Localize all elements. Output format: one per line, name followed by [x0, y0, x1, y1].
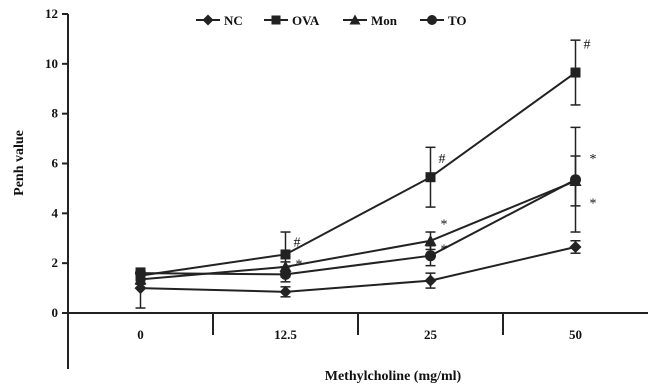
x-tick-label: 50	[569, 327, 582, 342]
legend-marker	[271, 15, 281, 25]
y-tick-label: 12	[45, 6, 58, 21]
data-point	[280, 268, 291, 280]
series-ova: # # #	[135, 38, 591, 282]
data-point	[135, 267, 146, 279]
significance-annotation: *	[590, 152, 597, 167]
data-point	[134, 273, 147, 285]
y-tick-label: 2	[52, 255, 59, 270]
legend-marker	[202, 14, 214, 26]
x-axis-title: Methylcholine (mg/ml)	[325, 369, 462, 384]
legend-label: OVA	[292, 13, 320, 28]
y-tick-label: 6	[52, 156, 59, 171]
y-axis-title: Penh value	[12, 130, 27, 196]
series-line	[140, 71, 577, 277]
series-to: * * *	[135, 126, 597, 283]
series-line	[140, 245, 576, 293]
data-point	[279, 285, 292, 298]
data-point	[424, 234, 437, 246]
significance-annotation: #	[294, 235, 301, 250]
x-tick-label: 12.5	[274, 327, 297, 342]
x-tick-label: 0	[137, 327, 144, 342]
x-tick-label: 25	[424, 327, 438, 342]
data-point	[425, 172, 436, 183]
significance-annotation: *	[590, 197, 597, 212]
data-point	[425, 250, 436, 262]
data-point	[424, 274, 437, 287]
significance-annotation: *	[441, 243, 448, 258]
x-axis-ticks: 0 12.5 25 50	[137, 313, 582, 342]
y-tick-label: 10	[45, 56, 58, 71]
significance-annotation: #	[439, 152, 446, 167]
y-tick-label: 4	[52, 205, 59, 220]
data-point	[570, 174, 581, 186]
significance-annotation: *	[441, 218, 448, 233]
legend-marker	[349, 14, 361, 25]
significance-annotation: *	[296, 257, 303, 272]
y-axis-ticks: 0 2 4 6 8 10 12	[45, 6, 68, 320]
data-point	[570, 67, 581, 78]
series-layer: # # # * * * * *	[134, 38, 597, 309]
legend-marker	[427, 15, 437, 25]
legend: NC OVA Mon TO	[196, 13, 467, 28]
data-point	[280, 249, 291, 260]
significance-annotation: #	[584, 38, 591, 53]
y-tick-label: 8	[52, 106, 59, 121]
series-nc	[134, 239, 582, 309]
legend-label: Mon	[371, 13, 398, 28]
legend-label: TO	[448, 13, 467, 28]
data-point	[569, 240, 582, 253]
legend-label: NC	[224, 13, 243, 28]
y-tick-label: 0	[52, 305, 59, 320]
series-line	[140, 178, 576, 276]
